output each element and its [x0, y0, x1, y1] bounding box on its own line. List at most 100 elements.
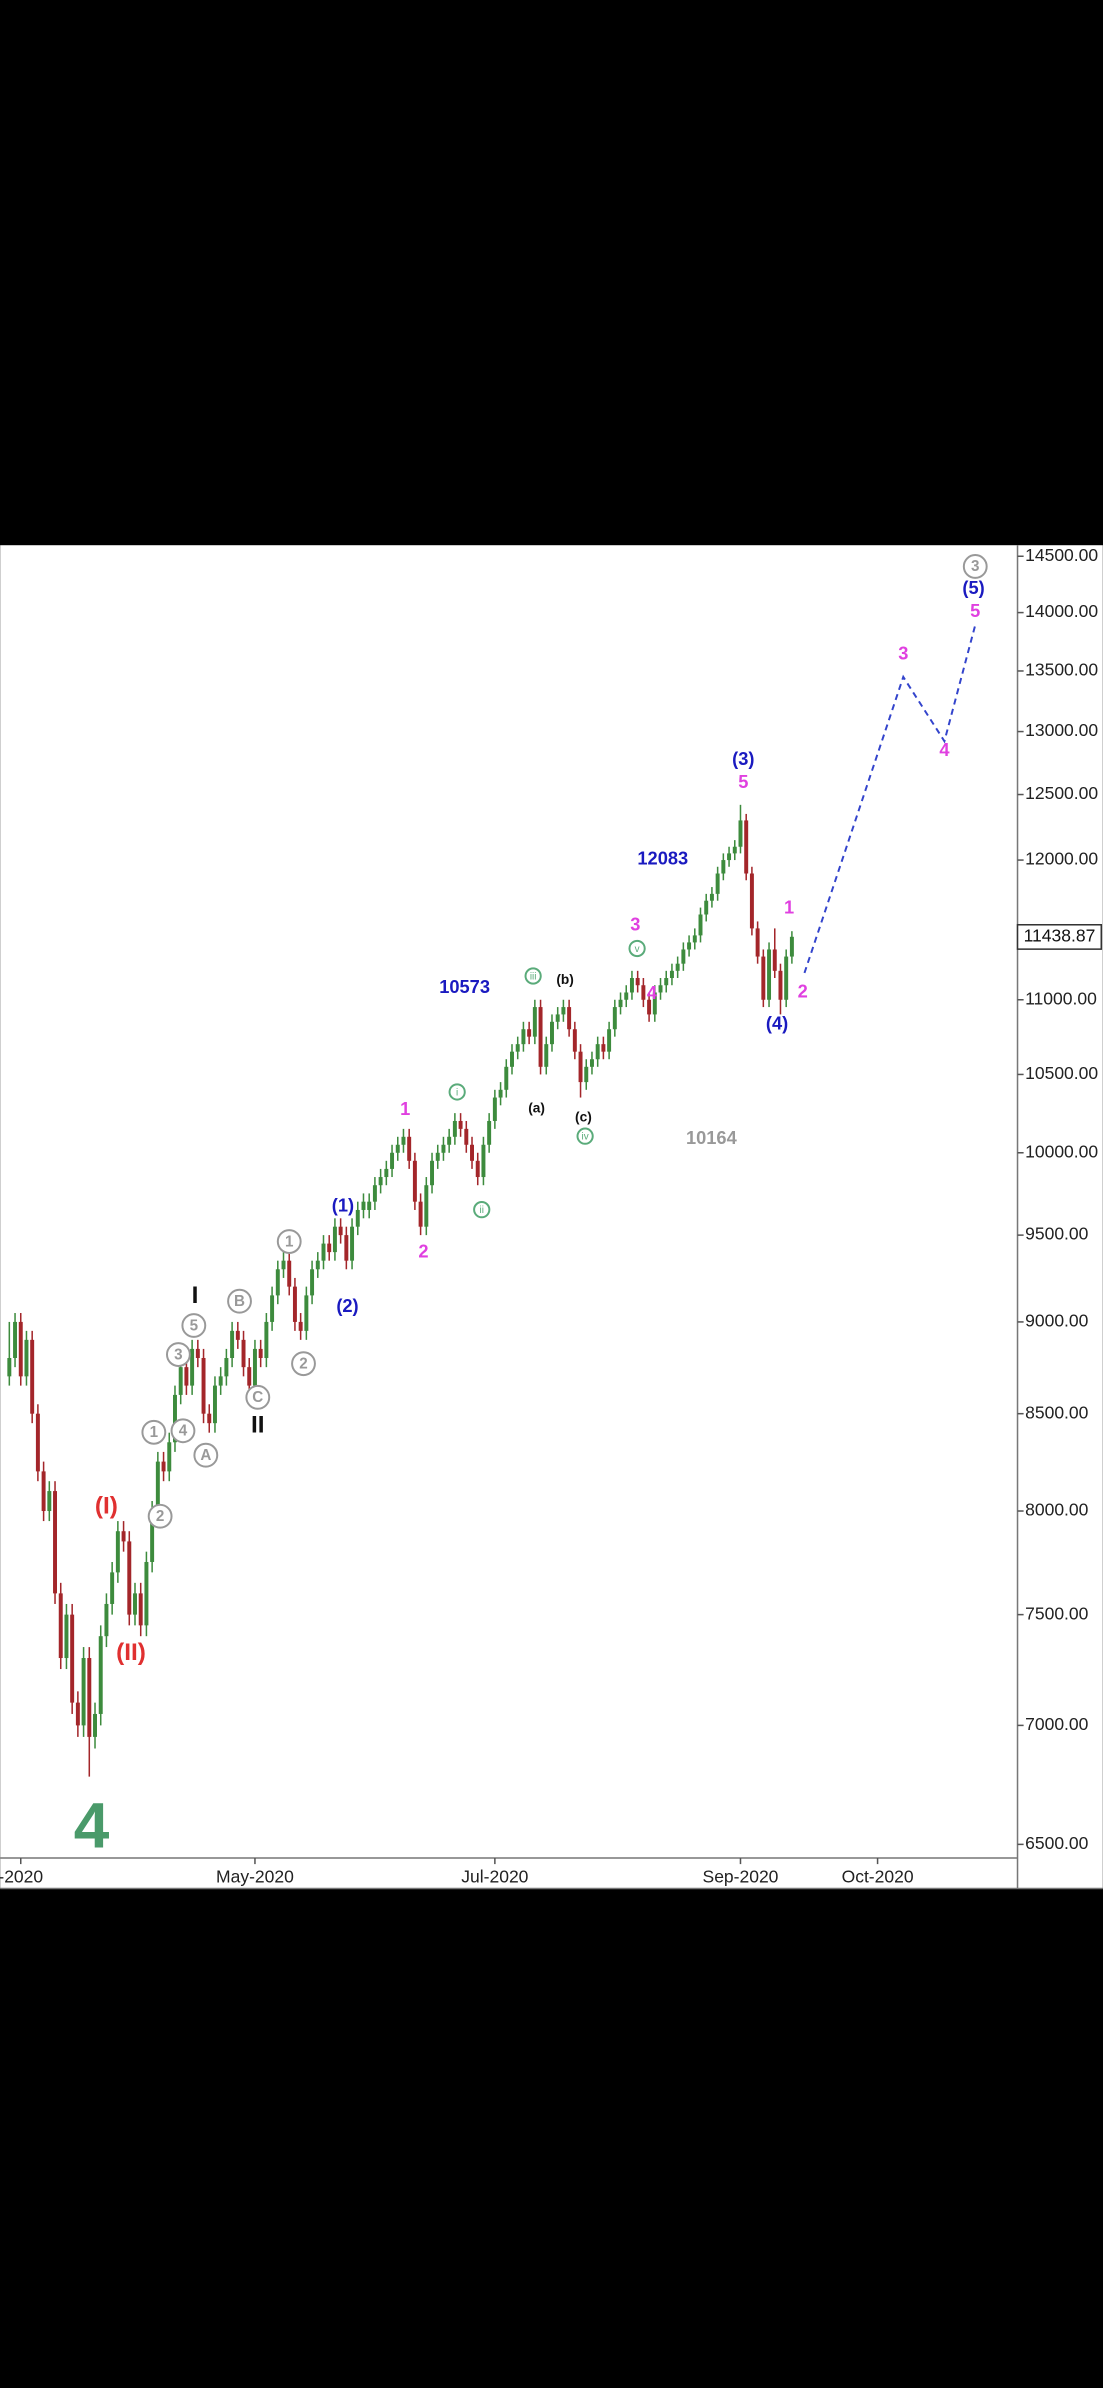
- candle-body: [664, 978, 669, 986]
- candle-body: [121, 1531, 126, 1542]
- candle-body: [30, 1339, 35, 1414]
- candle-body: [127, 1541, 132, 1615]
- candle-body: [390, 1152, 395, 1169]
- candle-body: [218, 1376, 223, 1386]
- candle-body: [572, 1029, 577, 1052]
- candle-body: [298, 1321, 303, 1331]
- wave-label-circle: [524, 967, 542, 985]
- wave-label: 1: [150, 1424, 159, 1441]
- candle-body: [195, 1348, 200, 1359]
- candle-body: [367, 1201, 372, 1210]
- candle-body: [618, 999, 623, 1008]
- candle-body: [687, 942, 692, 950]
- candle-body: [190, 1348, 195, 1386]
- wave-label: (a): [528, 1100, 545, 1115]
- wave-label: (3): [732, 748, 754, 769]
- candle-body: [338, 1226, 343, 1236]
- wave-label-circle: [576, 1127, 594, 1145]
- y-tick-label: 8500.00: [1025, 1402, 1089, 1422]
- candle-body: [275, 1269, 280, 1296]
- chart-panel: [0, 545, 1103, 1889]
- wave-label: C: [252, 1389, 263, 1406]
- wave-label: 5: [190, 1317, 199, 1334]
- candle-body: [612, 1007, 617, 1030]
- candle-body: [292, 1286, 297, 1322]
- y-tick-label: 9000.00: [1025, 1311, 1089, 1331]
- wave-label-circle: [147, 1503, 173, 1529]
- candle-body: [332, 1226, 337, 1253]
- candle-body: [778, 970, 783, 1000]
- candle-body: [161, 1461, 166, 1472]
- candle-body: [584, 1066, 589, 1083]
- candle-body: [721, 860, 726, 874]
- y-tick-label: 10500.00: [1025, 1063, 1098, 1083]
- candle-body: [709, 893, 714, 901]
- wave-label-circle: [473, 1201, 491, 1219]
- candle-body: [635, 978, 640, 986]
- wave-label: 1: [784, 897, 794, 918]
- candle-body: [607, 1029, 612, 1052]
- wave-label: 4: [74, 1789, 110, 1861]
- candle-body: [681, 949, 686, 964]
- last-price-box: [1016, 924, 1103, 950]
- wave-label: (II): [116, 1639, 146, 1666]
- wave-label: 4: [179, 1423, 188, 1440]
- wave-label: (5): [962, 577, 984, 598]
- candle-body: [178, 1367, 183, 1395]
- candle-body: [601, 1044, 606, 1052]
- candle-body: [475, 1160, 480, 1178]
- candle-body: [81, 1658, 86, 1726]
- candle-body: [504, 1066, 509, 1090]
- candle-body: [487, 1120, 492, 1145]
- candle-body: [13, 1321, 18, 1359]
- y-tick-label: 13500.00: [1025, 660, 1098, 680]
- candle-body: [24, 1339, 29, 1377]
- candle-body: [492, 1097, 497, 1121]
- candle-body: [173, 1394, 177, 1443]
- wave-label-circle: [628, 939, 646, 958]
- wave-label: (c): [575, 1109, 592, 1124]
- candle-body: [378, 1177, 383, 1186]
- candle-body: [355, 1209, 360, 1227]
- candle-body: [53, 1491, 58, 1594]
- wave-label: v: [635, 944, 640, 955]
- y-tick-label: 12000.00: [1025, 849, 1098, 869]
- candle-body: [395, 1144, 400, 1153]
- candle-body: [744, 820, 749, 874]
- candle-body: [624, 992, 629, 1000]
- y-tick-label: 6500.00: [1025, 1833, 1089, 1853]
- candle-body: [652, 992, 657, 1015]
- candle-body: [458, 1120, 463, 1129]
- wave-label: (I): [95, 1492, 118, 1519]
- wave-label: (2): [336, 1295, 358, 1316]
- candle-body: [207, 1413, 212, 1424]
- wave-label: (1): [332, 1194, 354, 1215]
- x-tick-label: -2020: [0, 1866, 43, 1886]
- wave-label-circle: [962, 554, 988, 579]
- candle-body: [304, 1295, 309, 1331]
- candle-body: [150, 1511, 155, 1562]
- candle-body: [407, 1136, 412, 1161]
- candle-body: [784, 956, 789, 1000]
- wave-label: 12083: [637, 848, 688, 869]
- candle-body: [567, 1007, 572, 1030]
- wave-label: 3: [174, 1346, 182, 1363]
- candle-body: [749, 873, 754, 929]
- candle-body: [447, 1136, 452, 1145]
- candle-body: [424, 1185, 429, 1227]
- candle-body: [727, 853, 732, 861]
- wave-label-circle: [291, 1351, 316, 1377]
- wave-label: 5: [970, 600, 980, 621]
- candle-body: [167, 1442, 172, 1472]
- x-tick-label: Sep-2020: [703, 1866, 779, 1886]
- x-tick-label: Oct-2020: [842, 1866, 914, 1886]
- candle-body: [184, 1367, 189, 1386]
- wave-label: (4): [766, 1012, 788, 1033]
- candle-body: [641, 985, 646, 1000]
- candle-body: [647, 999, 652, 1015]
- candle-body: [470, 1144, 474, 1161]
- candle-body: [761, 956, 766, 1000]
- candle-body: [344, 1235, 349, 1261]
